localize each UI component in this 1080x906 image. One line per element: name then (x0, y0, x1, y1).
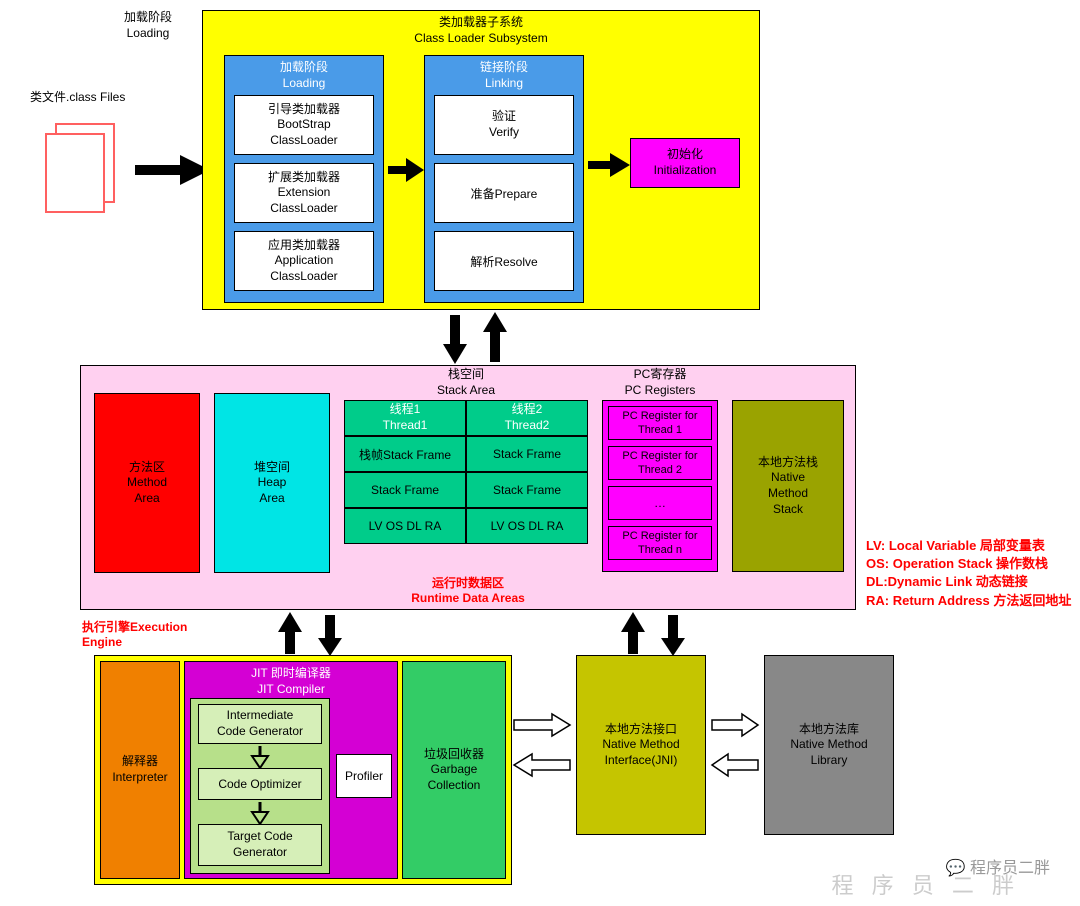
arrow-down-rda-exec (275, 612, 305, 656)
target-code-generator: Target CodeGenerator (198, 824, 322, 866)
heap-area: 堆空间HeapArea (214, 393, 330, 573)
arrow-jni-to-lib (710, 712, 760, 738)
stack-area-label: 栈空间Stack Area (344, 368, 588, 398)
thread1-header: 线程1Thread1 (344, 400, 466, 436)
stack-frame-t2-1: Stack Frame (466, 436, 588, 472)
pc-reg-thread1: PC Register forThread 1 (608, 406, 712, 440)
native-method-interface: 本地方法接口Native MethodInterface(JNI) (576, 655, 706, 835)
code-optimizer: Code Optimizer (198, 768, 322, 800)
method-area: 方法区MethodArea (94, 393, 200, 573)
stack-frame-t2-2: Stack Frame (466, 472, 588, 508)
arrow-lib-to-jni (710, 752, 760, 778)
pc-reg-ellipsis: … (608, 486, 712, 520)
pc-reg-threadn: PC Register forThread n (608, 526, 712, 560)
execution-engine-label: 执行引擎Execution Engine (82, 618, 222, 649)
arrow-up-jni-rda (618, 612, 648, 656)
stack-frame-t2-3: LV OS DL RA (466, 508, 588, 544)
loading-phase-label: 加载阶段Loading (108, 10, 188, 41)
thread2-header: 线程2Thread2 (466, 400, 588, 436)
garbage-collection: 垃圾回收器GarbageCollection (402, 661, 506, 879)
verify-box: 验证Verify (434, 95, 574, 155)
arrow-opt-to-target (246, 800, 274, 824)
interpreter-box: 解释器Interpreter (100, 661, 180, 879)
pc-reg-thread2: PC Register forThread 2 (608, 446, 712, 480)
stack-frame-t1-2: Stack Frame (344, 472, 466, 508)
arrow-loading-to-linking (386, 155, 424, 185)
arrow-up-rda-loader (480, 312, 510, 364)
native-method-stack: 本地方法栈NativeMethodStack (732, 400, 844, 572)
stack-frame-t1-3: LV OS DL RA (344, 508, 466, 544)
arrow-files-to-loader (130, 150, 210, 190)
bootstrap-classloader: 引导类加载器BootStrapClassLoader (234, 95, 374, 155)
application-classloader: 应用类加载器ApplicationClassLoader (234, 231, 374, 291)
prepare-box: 准备Prepare (434, 163, 574, 223)
resolve-box: 解析Resolve (434, 231, 574, 291)
extension-classloader: 扩展类加载器ExtensionClassLoader (234, 163, 374, 223)
arrow-jni-to-exec (512, 752, 572, 778)
arrow-down-rda-jni (658, 612, 688, 656)
arrow-up-exec-rda (315, 612, 345, 656)
jvm-architecture-diagram: 加载阶段Loading 类文件.class Files 类加载器子系统Class… (0, 0, 1080, 906)
class-files-label: 类文件.class Files (30, 88, 170, 105)
class-files-icon (38, 110, 128, 220)
pc-registers-label: PC寄存器PC Registers (600, 368, 720, 398)
watermark-bg: 程 序 员 二 胖 (832, 868, 1020, 900)
arrow-down-loader-rda (440, 312, 470, 364)
arrow-exec-to-jni (512, 712, 572, 738)
stack-frame-t1-1: 栈帧Stack Frame (344, 436, 466, 472)
initialization-box: 初始化Initialization (630, 138, 740, 188)
intermediate-code-generator: IntermediateCode Generator (198, 704, 322, 744)
profiler-box: Profiler (336, 754, 392, 798)
arrow-intermed-to-opt (246, 744, 274, 768)
arrow-linking-to-init (586, 150, 630, 180)
legend-text: LV: Local Variable 局部变量表 OS: Operation S… (866, 537, 1071, 610)
native-method-library: 本地方法库Native MethodLibrary (764, 655, 894, 835)
